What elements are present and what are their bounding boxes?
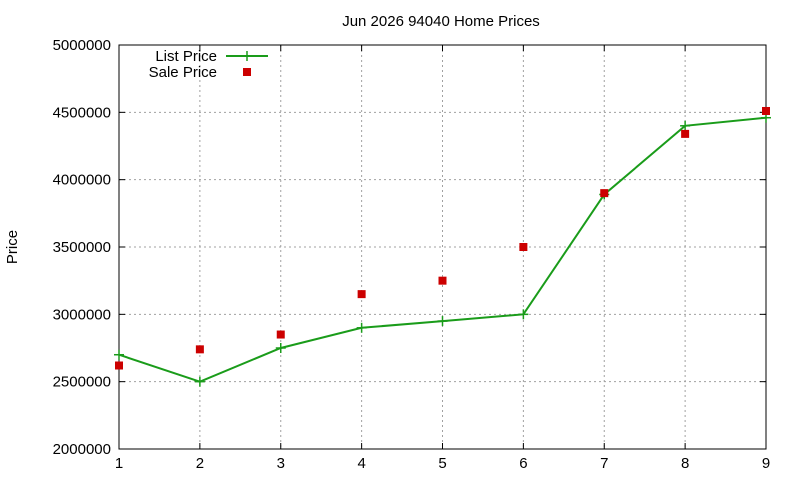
list-price-point <box>275 343 286 353</box>
legend-entry-list-price: List Price <box>155 48 268 65</box>
sale-price-point <box>600 189 609 198</box>
y-tick-label: 2500000 <box>53 374 111 391</box>
sale-price-point <box>357 290 366 299</box>
legend-label: List Price <box>155 48 217 65</box>
sale-price-point <box>438 276 447 285</box>
y-tick-label: 3000000 <box>53 306 111 323</box>
grid <box>119 45 766 449</box>
sale-price-point <box>115 361 123 370</box>
legend-swatch-marker <box>243 68 251 76</box>
list-price-point <box>356 322 367 333</box>
y-axis-label: Price <box>4 230 21 264</box>
sale-price-point <box>276 330 285 339</box>
list-price-point <box>437 316 448 327</box>
legend-label: Sale Price <box>149 64 217 81</box>
series <box>114 106 771 387</box>
list-price-point <box>680 120 691 131</box>
legend-entry-sale-price: Sale Price <box>149 64 251 81</box>
x-tick-label: 7 <box>600 455 608 472</box>
x-tick-label: 5 <box>438 455 446 472</box>
legend-swatch-marker <box>242 51 252 61</box>
chart-title: Jun 2026 94040 Home Prices <box>342 13 540 30</box>
x-tick-label: 8 <box>681 455 689 472</box>
list-price-point <box>114 349 124 360</box>
sale-price-series <box>115 106 770 370</box>
sale-price-point <box>762 106 770 115</box>
axis-ticks: 2000000250000030000003500000400000045000… <box>53 37 771 472</box>
list-price-point <box>194 376 205 387</box>
sale-price-point <box>681 129 690 138</box>
list-price-point <box>518 309 529 320</box>
y-tick-label: 5000000 <box>53 37 111 54</box>
x-tick-label: 9 <box>762 455 770 472</box>
x-tick-label: 6 <box>519 455 527 472</box>
y-tick-label: 4000000 <box>53 172 111 189</box>
x-tick-label: 1 <box>115 455 123 472</box>
y-tick-label: 3500000 <box>53 239 111 256</box>
sale-price-point <box>519 243 528 251</box>
y-tick-label: 4500000 <box>53 104 111 121</box>
y-tick-label: 2000000 <box>53 441 111 458</box>
x-tick-label: 2 <box>196 455 204 472</box>
x-tick-label: 4 <box>357 455 365 472</box>
list-price-line <box>118 116 767 383</box>
x-tick-label: 3 <box>277 455 285 472</box>
sale-price-point <box>195 345 204 354</box>
